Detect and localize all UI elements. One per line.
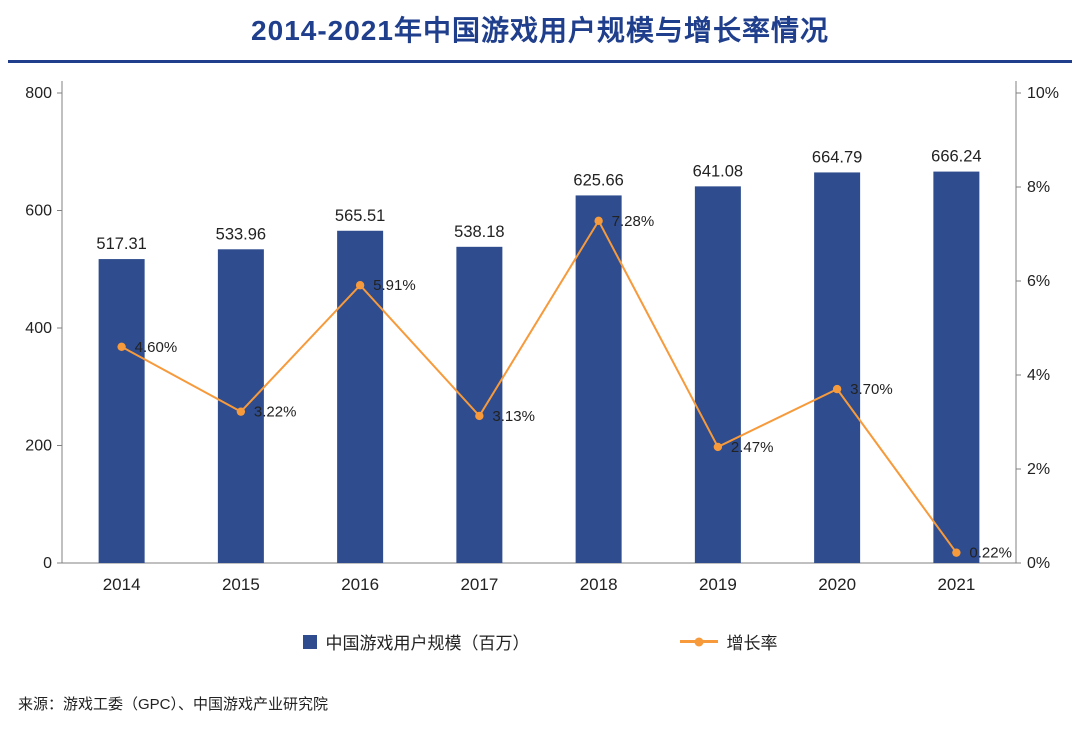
rate-value-label: 5.91%: [373, 277, 416, 294]
left-axis-tick-label: 400: [25, 320, 52, 337]
bar: [98, 259, 145, 563]
line-marker: [832, 384, 842, 394]
rate-value-label: 7.28%: [612, 213, 655, 230]
right-axis-tick-label: 4%: [1027, 367, 1050, 384]
bar-value-label: 625.66: [573, 171, 623, 189]
rate-value-label: 2.47%: [731, 439, 774, 456]
right-axis-tick-label: 0%: [1027, 555, 1050, 572]
x-axis-category-label: 2016: [341, 575, 379, 594]
line-marker: [236, 407, 246, 416]
bar: [933, 171, 980, 564]
title-divider: [8, 60, 1072, 63]
line-marker: [475, 411, 484, 421]
chart-title: 2014-2021年中国游戏用户规模与增长率情况: [251, 15, 829, 46]
line-marker: [594, 216, 603, 226]
rate-value-label: 4.60%: [135, 339, 178, 356]
growth-line: [121, 218, 958, 554]
bar: [217, 249, 264, 563]
x-axis-category-label: 2020: [818, 575, 856, 594]
legend-label-bars: 中国游戏用户规模（百万）: [325, 634, 530, 653]
legend-item-bars: 中国游戏用户规模（百万）: [302, 629, 530, 654]
left-axis-tick-label: 800: [25, 85, 52, 102]
bar-value-label: 538.18: [454, 223, 504, 241]
right-axis-tick-label: 2%: [1027, 461, 1050, 478]
rate-value-label: 3.70%: [850, 381, 893, 398]
chart-header: 2014-2021年中国游戏用户规模与增长率情况: [0, 0, 1080, 63]
rate-value-label: 3.13%: [492, 408, 535, 425]
left-axis-tick-label: 0: [43, 555, 52, 572]
bar-value-label: 565.51: [335, 207, 385, 225]
bar: [575, 195, 622, 563]
line-marker: [713, 442, 723, 452]
left-axis-tick-label: 600: [25, 203, 52, 220]
x-axis-category-label: 2017: [460, 575, 498, 594]
legend-label-line: 增长率: [726, 634, 778, 653]
bar: [456, 246, 503, 563]
rate-value-label: 3.22%: [254, 404, 297, 421]
bar-value-label: 641.08: [693, 162, 743, 180]
bar: [694, 186, 741, 563]
bar-swatch-icon: [302, 634, 317, 649]
x-axis-category-label: 2015: [222, 575, 260, 594]
legend-item-line: 增长率: [679, 629, 778, 654]
line-marker: [355, 281, 365, 290]
bar-value-label: 533.96: [216, 225, 266, 243]
line-marker: [117, 342, 126, 351]
line-dot-icon: [694, 637, 703, 646]
bar-value-label: 664.79: [812, 148, 862, 166]
legend: 中国游戏用户规模（百万） 增长率: [0, 629, 1080, 654]
rate-value-label: 0.22%: [969, 545, 1012, 562]
line-marker: [952, 548, 961, 557]
line-swatch-icon: [679, 637, 718, 646]
combo-bar-line-chart: 0 200 400 600 800 0% 2% 4% 6% 8% 10% 2014 2015 2016 20…: [25, 81, 1059, 594]
left-axis-tick-label: 200: [25, 438, 52, 455]
x-axis-category-label: 2014: [103, 575, 141, 594]
right-axis-tick-label: 10%: [1027, 85, 1059, 102]
right-axis-tick-label: 8%: [1027, 179, 1050, 196]
bar-value-label: 666.24: [931, 148, 981, 166]
bar: [814, 172, 861, 563]
x-axis-category-label: 2018: [580, 575, 618, 594]
source-note: 来源：游戏工委（GPC）、中国游戏产业研究院: [18, 696, 329, 713]
bar-value-label: 517.31: [96, 235, 146, 253]
x-axis-category-label: 2021: [937, 575, 975, 594]
x-axis-category-label: 2019: [699, 575, 737, 594]
right-axis-tick-label: 6%: [1027, 273, 1050, 290]
